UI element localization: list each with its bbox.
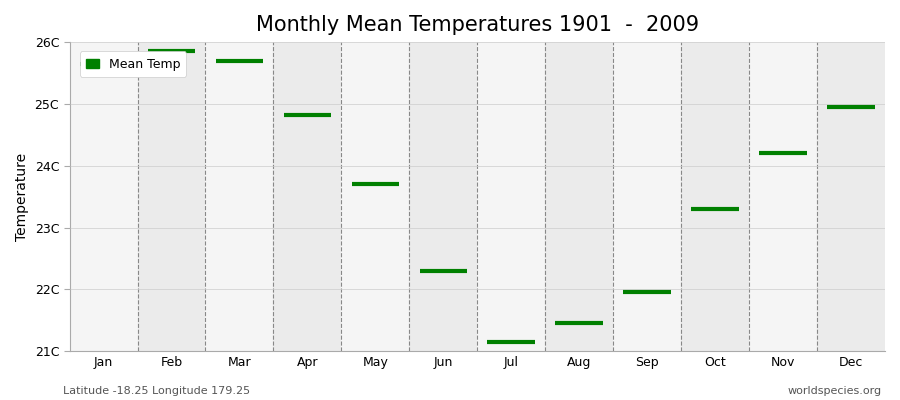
Bar <box>410 42 477 351</box>
Bar <box>274 42 341 351</box>
Legend: Mean Temp: Mean Temp <box>80 52 186 77</box>
Bar <box>477 42 545 351</box>
Bar <box>817 42 885 351</box>
Text: Latitude -18.25 Longitude 179.25: Latitude -18.25 Longitude 179.25 <box>63 386 250 396</box>
Text: worldspecies.org: worldspecies.org <box>788 386 882 396</box>
Bar <box>341 42 410 351</box>
Y-axis label: Temperature: Temperature <box>15 152 29 241</box>
Bar <box>749 42 817 351</box>
Bar <box>69 42 138 351</box>
Bar <box>681 42 749 351</box>
Bar <box>138 42 205 351</box>
Title: Monthly Mean Temperatures 1901  -  2009: Monthly Mean Temperatures 1901 - 2009 <box>256 15 699 35</box>
Bar <box>613 42 681 351</box>
Bar <box>545 42 613 351</box>
Bar <box>205 42 274 351</box>
